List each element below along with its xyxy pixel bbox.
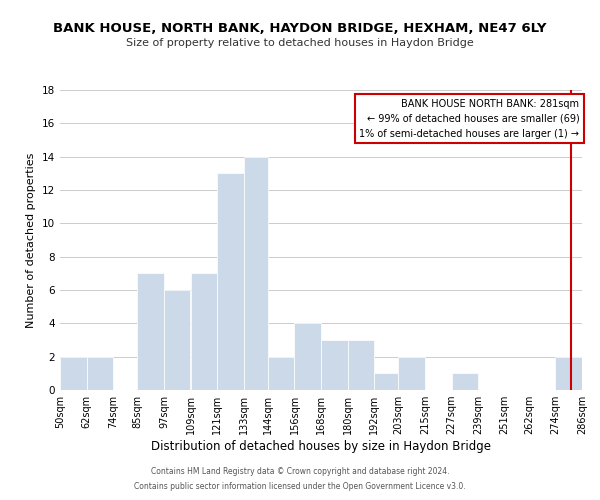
Bar <box>217 174 244 390</box>
Bar <box>374 374 398 390</box>
Bar <box>137 274 164 390</box>
Bar <box>295 324 321 390</box>
Text: BANK HOUSE NORTH BANK: 281sqm
← 99% of detached houses are smaller (69)
1% of se: BANK HOUSE NORTH BANK: 281sqm ← 99% of d… <box>359 99 580 138</box>
Y-axis label: Number of detached properties: Number of detached properties <box>26 152 37 328</box>
Bar <box>191 274 217 390</box>
Bar <box>244 156 268 390</box>
Bar <box>60 356 86 390</box>
Bar <box>86 356 113 390</box>
Bar <box>556 356 582 390</box>
Text: Size of property relative to detached houses in Haydon Bridge: Size of property relative to detached ho… <box>126 38 474 48</box>
Bar <box>347 340 374 390</box>
Text: Contains public sector information licensed under the Open Government Licence v3: Contains public sector information licen… <box>134 482 466 491</box>
Bar <box>398 356 425 390</box>
X-axis label: Distribution of detached houses by size in Haydon Bridge: Distribution of detached houses by size … <box>151 440 491 453</box>
Bar <box>452 374 478 390</box>
Bar <box>164 290 190 390</box>
Bar <box>321 340 347 390</box>
Text: BANK HOUSE, NORTH BANK, HAYDON BRIDGE, HEXHAM, NE47 6LY: BANK HOUSE, NORTH BANK, HAYDON BRIDGE, H… <box>53 22 547 36</box>
Text: Contains HM Land Registry data © Crown copyright and database right 2024.: Contains HM Land Registry data © Crown c… <box>151 467 449 476</box>
Bar <box>268 356 295 390</box>
